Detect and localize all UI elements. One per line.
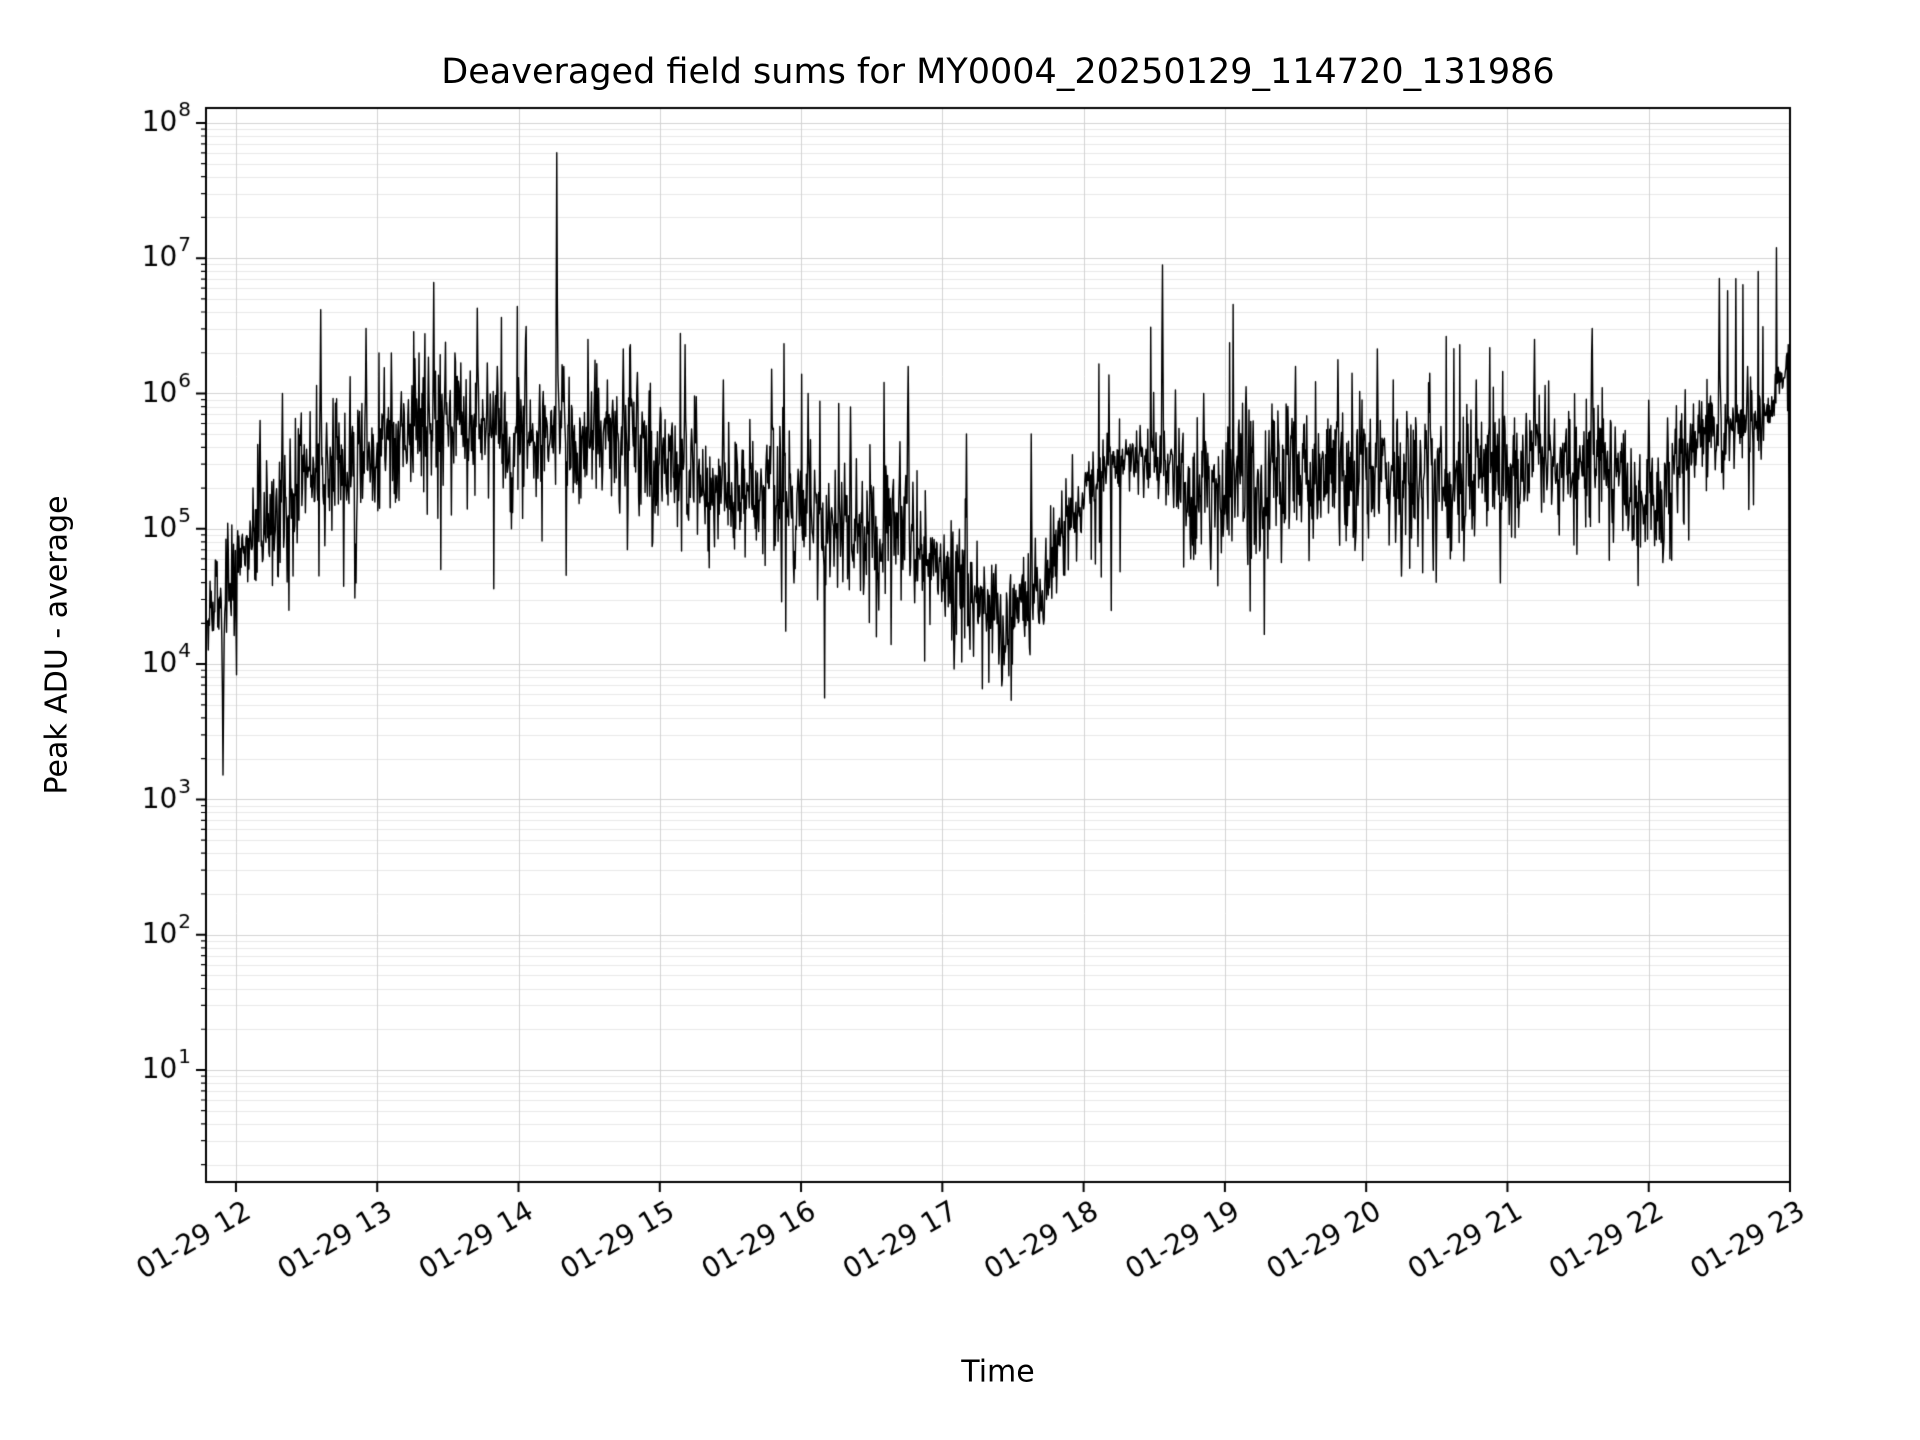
chart-title: Deaveraged field sums for MY0004_2025012…: [441, 52, 1555, 92]
y-axis-label: Peak ADU - average: [39, 495, 75, 795]
x-axis-label: Time: [961, 1354, 1035, 1390]
